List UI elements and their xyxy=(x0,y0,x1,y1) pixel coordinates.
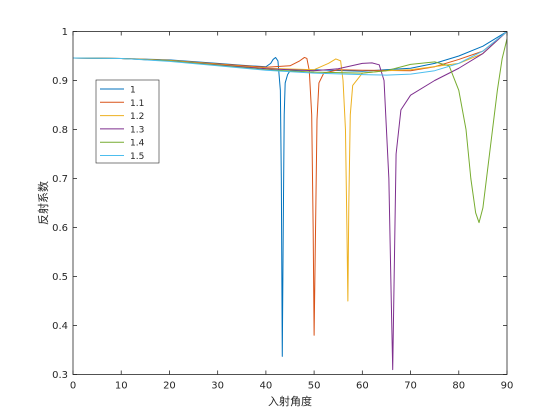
x-tick-label: 50 xyxy=(308,381,321,392)
y-tick-label: 0.5 xyxy=(52,272,68,283)
x-tick-label: 90 xyxy=(501,381,514,392)
y-tick-label: 0.7 xyxy=(52,174,68,185)
legend: 1 1.1 1.2 1.3 1.4 1.5 xyxy=(95,79,160,164)
legend-label: 1.5 xyxy=(130,152,144,162)
y-tick-label: 0.3 xyxy=(52,370,68,381)
axes-box xyxy=(72,31,508,375)
series-layer xyxy=(73,31,507,371)
tick-layer: 0 10 20 30 40 50 60 70 80 90 0.3 0.4 0.5 0.6 0.7 0.8 0.9… xyxy=(52,27,513,392)
series-line-4 xyxy=(73,31,507,371)
x-tick-label: 60 xyxy=(356,381,369,392)
x-tick-label: 80 xyxy=(452,381,465,392)
legend-label: 1.3 xyxy=(130,125,144,135)
y-tick-label: 0.4 xyxy=(52,321,68,332)
series-line-6 xyxy=(73,31,507,76)
y-tick-label: 0.6 xyxy=(52,223,68,234)
x-tick-label: 0 xyxy=(70,381,76,392)
legend-box xyxy=(95,79,160,164)
y-tick-label: 0.9 xyxy=(52,76,68,87)
y-axis-label: 反射系数 xyxy=(36,181,50,225)
series-line-2 xyxy=(73,31,507,336)
x-axis-label: 入射角度 xyxy=(268,394,312,408)
x-tick-label: 10 xyxy=(115,381,128,392)
x-tick-label: 20 xyxy=(163,381,176,392)
x-tick-label: 70 xyxy=(404,381,417,392)
legend-label: 1.2 xyxy=(130,112,144,122)
y-tick-label: 1 xyxy=(62,27,68,38)
x-tick-label: 40 xyxy=(260,381,273,392)
legend-label: 1 xyxy=(130,86,136,96)
legend-label: 1.4 xyxy=(130,139,145,149)
y-tick-label: 0.8 xyxy=(52,125,68,136)
legend-label: 1.1 xyxy=(130,99,144,109)
x-tick-label: 30 xyxy=(211,381,224,392)
